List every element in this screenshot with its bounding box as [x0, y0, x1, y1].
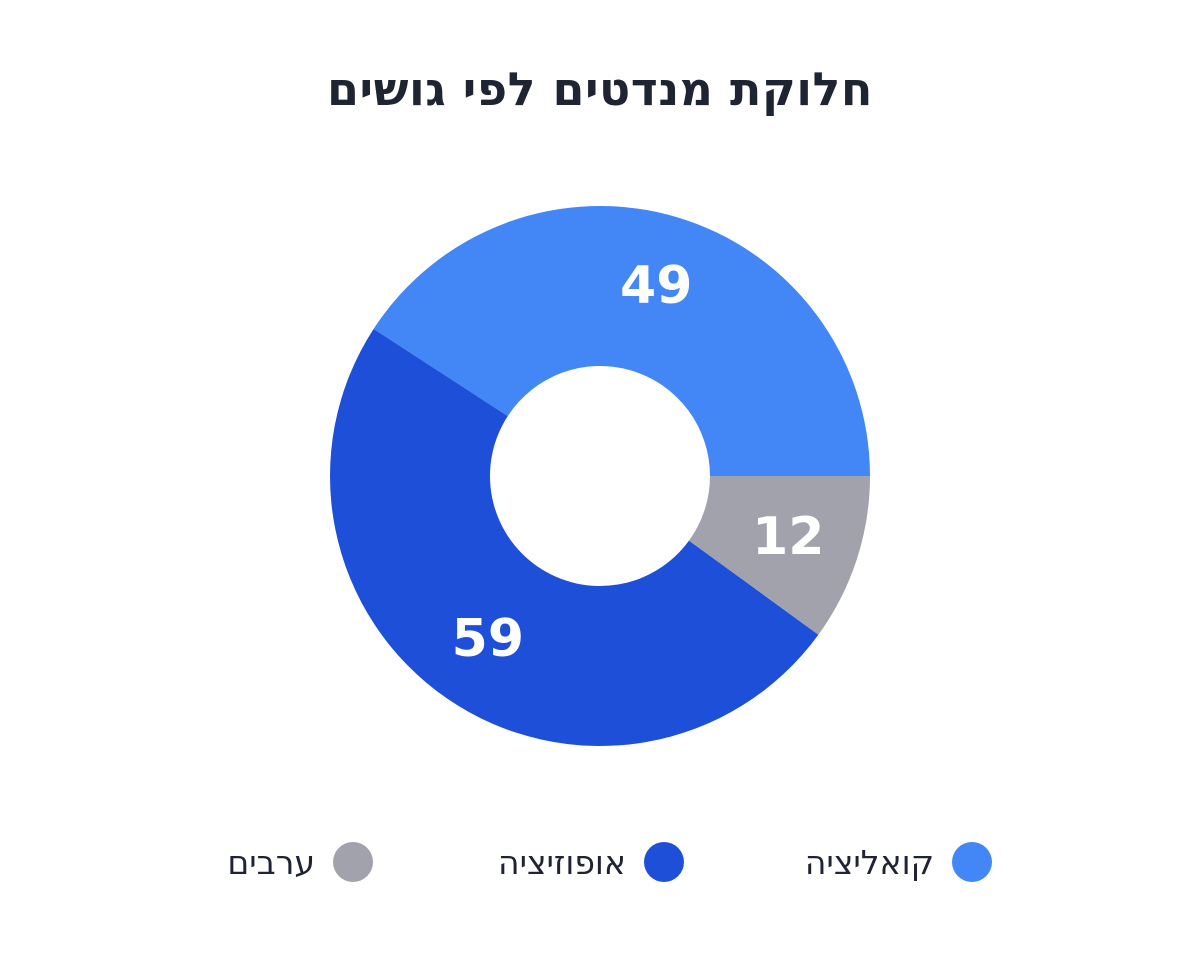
legend-label-opposition: אופוזיציה	[498, 842, 626, 882]
slice-value-label-arabs: 12	[752, 507, 824, 567]
legend-swatch-opposition	[644, 842, 684, 882]
chart-title: חלוקת מנדטים לפי גושים	[327, 62, 873, 116]
slice-value-label-opposition: 59	[452, 609, 524, 669]
legend-swatch-arabs	[333, 842, 373, 882]
slice-opposition[interactable]	[330, 328, 819, 746]
legend-label-arabs: ערבים	[227, 842, 315, 882]
legend-label-coalition: קואליציה	[804, 842, 934, 882]
legend-item-opposition[interactable]: אופוזיציה	[498, 838, 684, 886]
slice-value-label-coalition: 49	[620, 256, 692, 316]
legend-swatch-coalition	[952, 842, 992, 882]
legend-item-coalition[interactable]: קואליציה	[805, 838, 992, 886]
donut-labels: 49 59 12	[452, 256, 825, 669]
legend-item-arabs[interactable]: ערבים	[227, 838, 373, 886]
slice-coalition[interactable]	[373, 206, 870, 477]
slice-arabs[interactable]	[688, 476, 870, 635]
donut-slices	[330, 206, 870, 746]
